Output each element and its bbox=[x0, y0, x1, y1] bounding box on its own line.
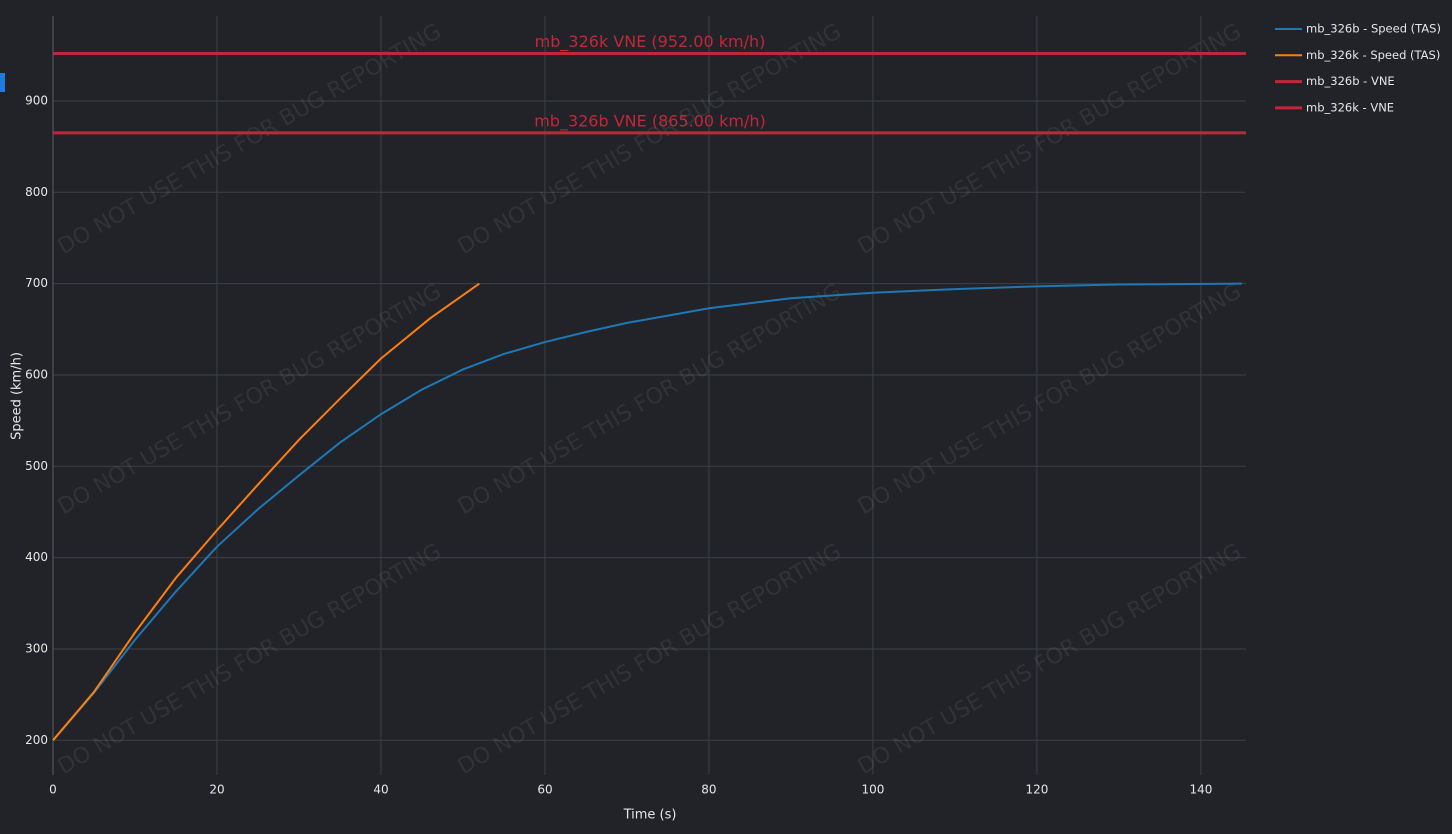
x-tick-label: 140 bbox=[1189, 783, 1212, 797]
vne-label: mb_326b VNE (865.00 km/h) bbox=[534, 111, 766, 131]
legend-label: mb_326k - Speed (TAS) bbox=[1306, 48, 1440, 62]
legend-label: mb_326b - VNE bbox=[1306, 74, 1395, 88]
y-tick-label: 500 bbox=[25, 459, 48, 473]
series-line bbox=[52, 282, 1242, 741]
y-axis-title: Speed (km/h) bbox=[10, 352, 25, 440]
y-tick-label: 400 bbox=[25, 550, 48, 564]
x-tick-label: 80 bbox=[701, 783, 716, 797]
y-tick-label: 300 bbox=[25, 641, 48, 655]
x-tick-label: 40 bbox=[373, 783, 388, 797]
legend-label: mb_326b - Speed (TAS) bbox=[1306, 22, 1441, 36]
x-tick-label: 100 bbox=[861, 783, 884, 797]
x-tick-label: 20 bbox=[209, 783, 224, 797]
y-tick-label: 800 bbox=[25, 185, 48, 199]
x-tick-label: 0 bbox=[49, 783, 57, 797]
x-axis-title: Time (s) bbox=[623, 808, 677, 823]
side-marker bbox=[0, 73, 5, 92]
y-tick-label: 200 bbox=[25, 733, 48, 747]
legend-label: mb_326k - VNE bbox=[1306, 100, 1394, 114]
y-tick-label: 600 bbox=[25, 367, 48, 381]
series-line bbox=[52, 282, 480, 741]
vne-label: mb_326k VNE (952.00 km/h) bbox=[535, 32, 766, 52]
grid bbox=[52, 16, 1246, 775]
y-tick-label: 700 bbox=[25, 276, 48, 290]
x-tick-label: 120 bbox=[1025, 783, 1048, 797]
y-tick-label: 900 bbox=[25, 93, 48, 107]
x-tick-label: 60 bbox=[537, 783, 552, 797]
